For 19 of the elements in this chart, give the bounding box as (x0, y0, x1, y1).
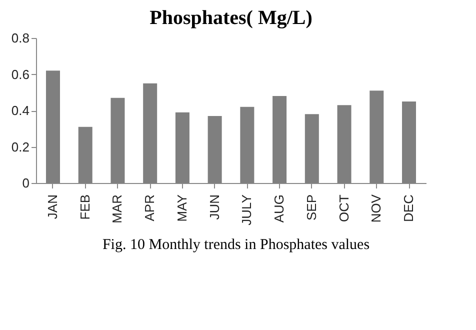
x-tick-label: JAN (44, 194, 60, 220)
y-tick-label: 0.2 (11, 139, 30, 154)
x-tick-label: AUG (272, 194, 287, 223)
y-tick-label: 0 (22, 176, 30, 190)
x-tick-label: APR (142, 194, 158, 222)
x-tick-label: MAR (110, 194, 125, 224)
x-tick-label: NOV (368, 194, 384, 223)
x-tick-label: DEC (401, 194, 416, 222)
y-tick-label: 0.4 (11, 103, 30, 118)
chart-title: Phosphates( Mg/L) (150, 7, 312, 29)
x-tick-label: OCT (336, 194, 352, 222)
x-tick-label: SEP (304, 194, 319, 221)
caption: Fig. 10 Monthly trends in Phosphates values (102, 237, 370, 253)
x-tick-label: JULY (239, 194, 254, 226)
y-tick-label: 0.8 (11, 30, 30, 46)
x-tick-label: MAY (174, 194, 190, 222)
y-tick-label: 0.6 (11, 66, 30, 82)
x-tick-label: JUN (206, 194, 222, 220)
x-tick-label: FEB (77, 194, 92, 220)
